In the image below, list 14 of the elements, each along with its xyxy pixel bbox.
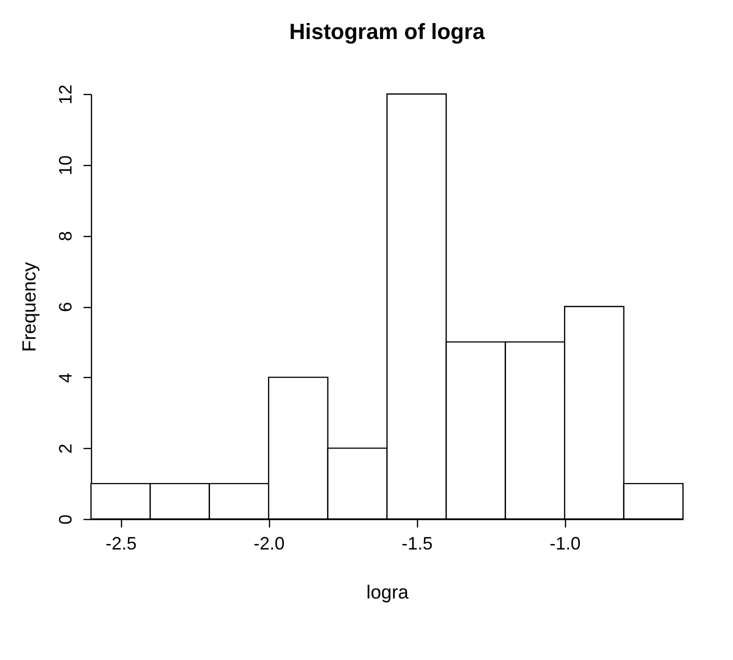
x-tick-label: -1.0 <box>550 534 581 554</box>
x-axis-title: logra <box>366 582 410 604</box>
chart-title: Histogram of logra <box>289 18 486 44</box>
x-tick-label: -2.5 <box>106 534 137 554</box>
x-tick-label: -1.5 <box>402 534 433 554</box>
y-axis-title: Frequency <box>20 262 40 352</box>
y-tick-label: 8 <box>56 231 76 242</box>
y-tick-label: 10 <box>56 155 76 176</box>
y-tick-label: 0 <box>56 514 76 525</box>
y-tick-label: 4 <box>56 372 76 383</box>
y-tick-label: 12 <box>56 84 76 105</box>
y-tick-label: 6 <box>56 302 76 312</box>
x-tick-label: -2.0 <box>254 534 285 554</box>
y-tick-label: 2 <box>56 444 76 454</box>
